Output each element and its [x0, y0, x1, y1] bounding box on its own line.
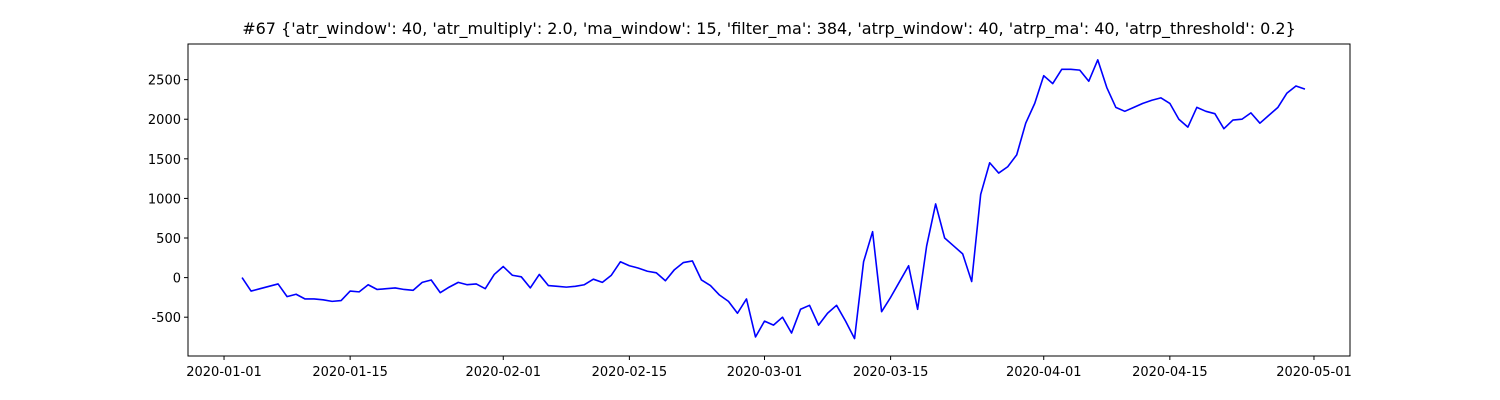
x-tick-label: 2020-02-01: [465, 365, 541, 380]
line: [241, 59, 1306, 340]
x-tick-label: 2020-05-01: [1276, 365, 1352, 380]
chart-title: #67 {'atr_window': 40, 'atr_multiply': 2…: [242, 19, 1296, 39]
x-tick-label: 2020-03-01: [727, 365, 803, 380]
y-tick-label: 500: [156, 232, 181, 247]
axes-frame: [187, 43, 1351, 357]
y-tick-label: 2500: [148, 74, 181, 89]
y-tick-label: 1500: [148, 153, 181, 168]
x-tick-label: 2020-03-15: [853, 365, 929, 380]
x-tick-label: 2020-04-01: [1006, 365, 1082, 380]
y-tick-label: 0: [173, 272, 181, 287]
y-tick-label: -500: [151, 311, 181, 326]
x-tick-label: 2020-01-15: [312, 365, 388, 380]
x-tick-label: 2020-01-01: [186, 365, 262, 380]
y-tick-label: 2000: [148, 113, 181, 128]
x-tick-label: 2020-02-15: [592, 365, 668, 380]
x-tick-label: 2020-04-15: [1132, 365, 1208, 380]
y-tick-label: 1000: [148, 192, 181, 207]
